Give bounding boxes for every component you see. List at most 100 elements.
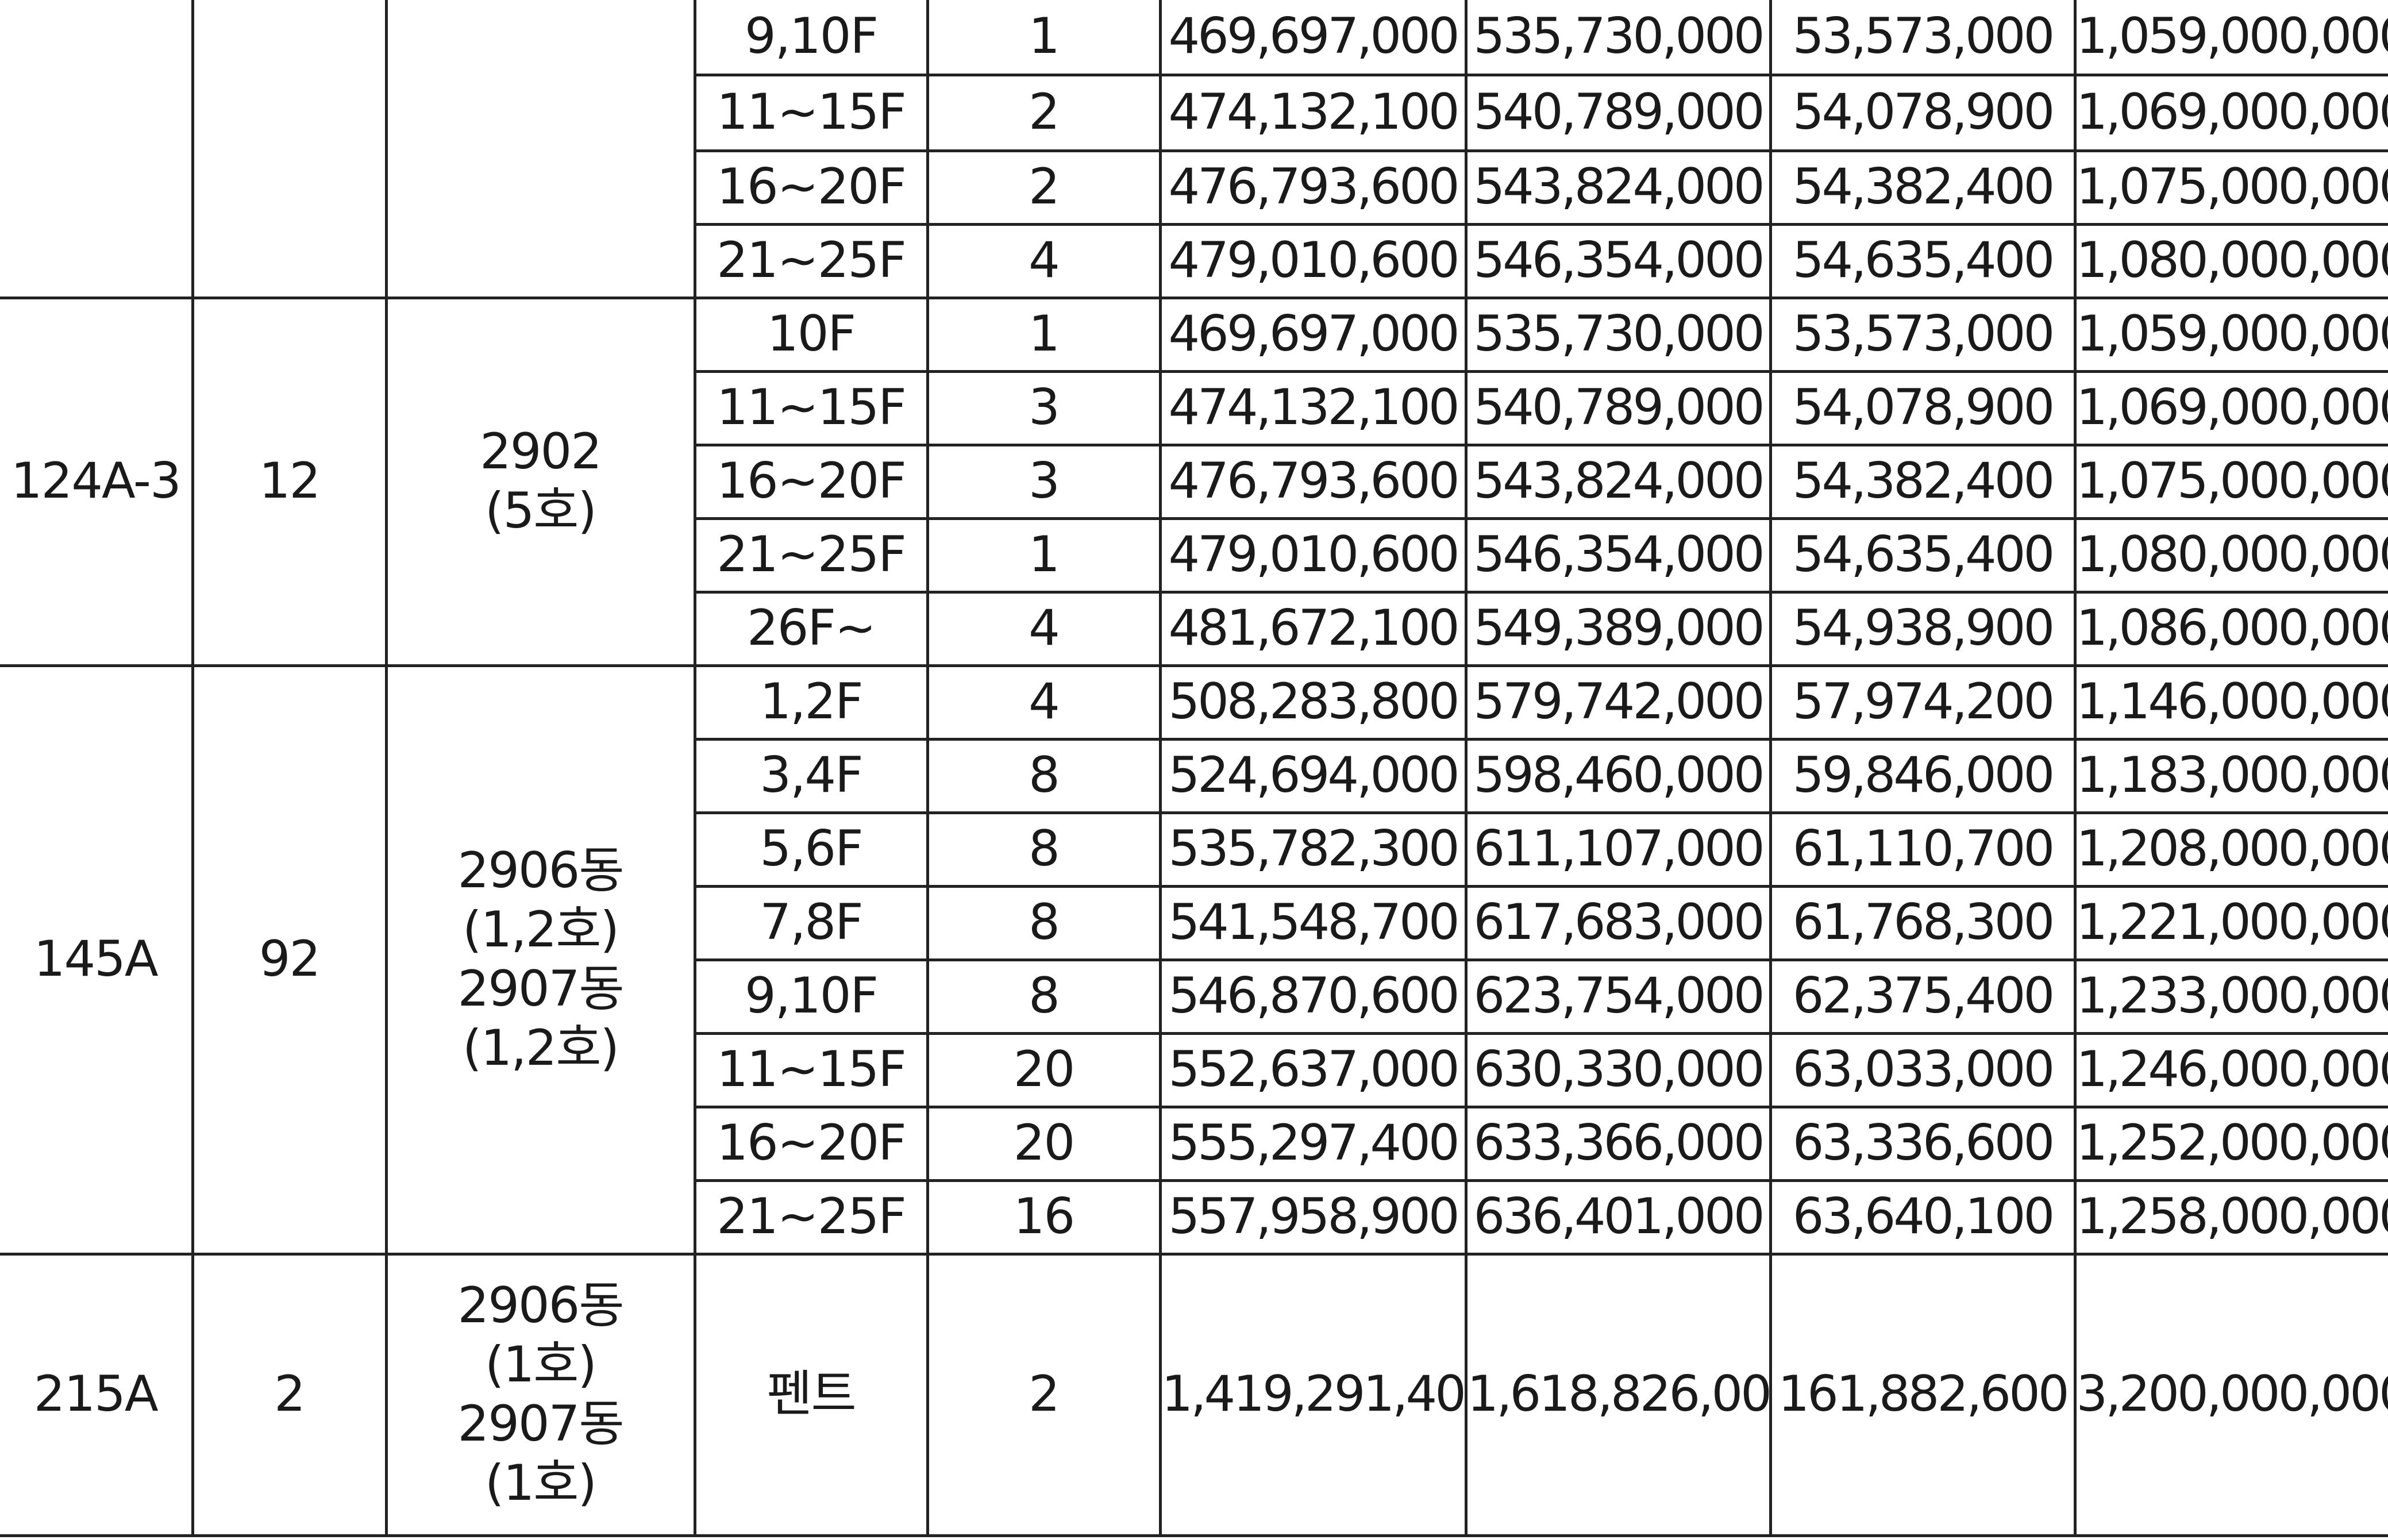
building-price-cell: 540,789,000 [1464, 73, 1772, 152]
floor-cell: 16~20F [695, 443, 929, 520]
table-row: 16~20F 3 476,793,600 543,824,000 54,382,400 1… [0, 443, 2388, 520]
total-price-cell: 1,221,000,000 [2073, 884, 2388, 961]
units-cell: 2 [926, 149, 1162, 226]
vat-cell: 63,640,100 [1769, 1179, 2077, 1256]
land-price-cell: 474,132,100 [1158, 73, 1468, 152]
units-cell: 3 [926, 443, 1162, 520]
building-price-cell: 611,107,000 [1464, 811, 1772, 888]
units-cell: 2 [926, 1252, 1162, 1537]
land-price-cell: 469,697,000 [1158, 296, 1468, 373]
total-price-cell: 1,233,000,000 [2073, 958, 2388, 1035]
building-price-cell: 549,389,000 [1464, 590, 1772, 667]
table-row: 215A 2 2906동 (1호) 2907동 (1호) 펜트 2 1,419,291,400 1… [0, 1252, 2388, 1537]
unit-type-cell: 124A-3 [0, 296, 194, 667]
table-row: 21~25F 16 557,958,900 636,401,000 63,640,100… [0, 1179, 2388, 1256]
building-location-line: 2902 [480, 422, 602, 480]
land-price-cell: 557,958,900 [1158, 1179, 1468, 1256]
units-cell: 3 [926, 369, 1162, 446]
vat-cell: 54,635,400 [1769, 222, 2077, 299]
floor-cell: 16~20F [695, 1105, 929, 1182]
total-price-cell: 1,075,000,000 [2073, 443, 2388, 520]
units-cell: 4 [926, 590, 1162, 667]
building-location-line: (1,2호) [463, 1019, 619, 1077]
building-price-cell: 543,824,000 [1464, 443, 1772, 520]
building-price-cell: 543,824,000 [1464, 149, 1772, 226]
vat-cell: 61,110,700 [1769, 811, 2077, 888]
building-location-cell [384, 0, 696, 299]
land-price-cell: 481,672,100 [1158, 590, 1468, 667]
table-row: 145A 92 2906동 (1,2호) 2907동 (1,2호) 1,2F 4 508,283… [0, 664, 2388, 1256]
building-location-line: 2907동 [457, 1395, 625, 1453]
floor-cell: 21~25F [695, 1179, 929, 1256]
table-row: 9,10F 8 546,870,600 623,754,000 62,375,400 1,… [0, 958, 2388, 1035]
units-cell: 8 [926, 958, 1162, 1035]
floor-cell: 21~25F [695, 222, 929, 299]
land-price-cell: 476,793,600 [1158, 149, 1468, 226]
building-location-line: (1,2호) [463, 900, 619, 958]
vat-cell: 53,573,000 [1769, 296, 2077, 373]
units-cell: 20 [926, 1031, 1162, 1108]
table-row: 5,6F 8 535,782,300 611,107,000 61,110,700 1,2… [0, 811, 2388, 888]
units-cell: 4 [926, 664, 1162, 741]
total-price-cell: 1,086,000,000 [2073, 590, 2388, 667]
units-cell: 4 [926, 222, 1162, 299]
floor-cell: 21~25F [695, 517, 929, 594]
floor-cell: 11~15F [695, 73, 929, 152]
total-price-cell: 1,208,000,000 [2073, 811, 2388, 888]
land-price-cell: 474,132,100 [1158, 369, 1468, 446]
building-price-cell: 546,354,000 [1464, 222, 1772, 299]
land-price-cell: 546,870,600 [1158, 958, 1468, 1035]
total-price-cell: 1,069,000,000 [2073, 369, 2388, 446]
vat-cell: 62,375,400 [1769, 958, 2077, 1035]
total-price-cell: 1,252,000,000 [2073, 1105, 2388, 1182]
vat-cell: 61,768,300 [1769, 884, 2077, 961]
table-row: 3,4F 8 524,694,000 598,460,000 59,846,000 1,1… [0, 737, 2388, 814]
building-price-cell: 636,401,000 [1464, 1179, 1772, 1256]
land-price-cell: 541,548,700 [1158, 884, 1468, 961]
units-cell: 8 [926, 884, 1162, 961]
vat-cell: 54,938,900 [1769, 590, 2077, 667]
building-price-cell: 1,618,826,000 [1464, 1252, 1772, 1537]
floor-cell: 11~15F [695, 369, 929, 446]
total-price-cell: 1,059,000,000 [2073, 0, 2388, 76]
building-location-cell: 2906동 (1,2호) 2907동 (1,2호) [384, 664, 696, 1256]
total-price-cell: 1,080,000,000 [2073, 517, 2388, 594]
floor-cell: 1,2F [693, 664, 929, 741]
total-price-cell: 1,258,000,000 [2073, 1179, 2388, 1256]
vat-cell: 63,336,600 [1769, 1105, 2077, 1182]
total-price-cell: 3,200,000,000 [2073, 1252, 2388, 1537]
land-price-cell: 479,010,600 [1158, 517, 1468, 594]
unit-count-cell: 92 [191, 664, 388, 1256]
land-price-cell: 476,793,600 [1158, 443, 1468, 520]
units-cell: 16 [926, 1179, 1162, 1256]
vat-cell: 63,033,000 [1769, 1031, 2077, 1108]
building-location-cell: 2902 (5호) [384, 296, 696, 667]
unit-count-cell [191, 0, 388, 299]
floor-cell: 16~20F [695, 149, 929, 226]
table-row: 26F~ 4 481,672,100 549,389,000 54,938,900 1,0… [0, 590, 2388, 667]
unit-type-cell [0, 0, 194, 299]
unit-type-cell: 215A [0, 1252, 194, 1537]
table-row: 21~25F 1 479,010,600 546,354,000 54,635,400 1… [0, 517, 2388, 594]
units-cell: 8 [926, 737, 1162, 814]
building-price-cell: 598,460,000 [1464, 737, 1772, 814]
vat-cell: 54,635,400 [1769, 517, 2077, 594]
unit-count-cell: 2 [191, 1252, 388, 1537]
floor-cell: 9,10F [695, 958, 929, 1035]
vat-cell: 54,382,400 [1769, 443, 2077, 520]
units-cell: 1 [926, 517, 1162, 594]
vat-cell: 54,078,900 [1769, 73, 2077, 152]
table-row: 11~15F 2 474,132,100 540,789,000 54,078,900 1… [0, 73, 2388, 152]
table-row: 16~20F 20 555,297,400 633,366,000 63,336,600… [0, 1105, 2388, 1182]
building-price-cell: 540,789,000 [1464, 369, 1772, 446]
total-price-cell: 1,075,000,000 [2073, 149, 2388, 226]
land-price-cell: 1,419,291,400 [1158, 1252, 1468, 1537]
table-row: 11~15F 20 552,637,000 630,330,000 63,033,000… [0, 1031, 2388, 1108]
units-cell: 1 [926, 296, 1162, 373]
floor-cell: 10F [693, 296, 929, 373]
total-price-cell: 1,183,000,000 [2073, 737, 2388, 814]
units-cell: 20 [926, 1105, 1162, 1182]
building-price-cell: 535,730,000 [1464, 296, 1772, 373]
land-price-cell: 469,697,000 [1158, 0, 1468, 76]
